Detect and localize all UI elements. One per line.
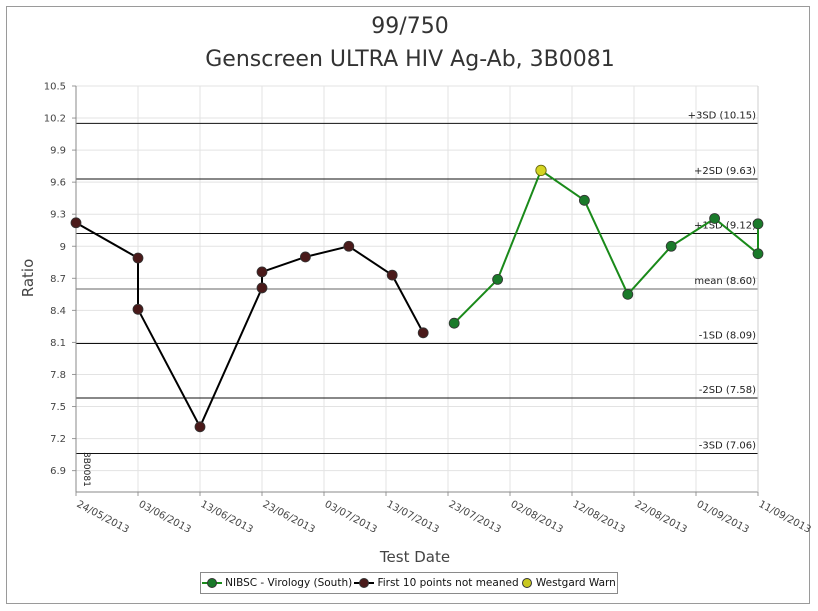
data-point <box>132 252 144 264</box>
lot-marker-label: 3B0081 <box>81 452 91 487</box>
x-tick-label: 23/06/2013 <box>261 499 317 536</box>
legend-marker-icon <box>521 577 533 589</box>
data-point <box>448 317 460 329</box>
control-lines: +3SD (10.15)+2SD (9.63)+1SD (9.12)mean (… <box>76 110 758 455</box>
control-line-label: +3SD (10.15) <box>688 110 756 121</box>
y-tick-label: 8.7 <box>50 274 66 285</box>
control-line-label: -3SD (7.06) <box>699 441 756 452</box>
data-point <box>665 240 677 252</box>
x-tick-label: 11/09/2013 <box>757 499 813 536</box>
x-tick-label: 02/08/2013 <box>509 499 565 536</box>
data-point <box>579 194 590 206</box>
series <box>70 164 764 433</box>
control-line-label: +2SD (9.63) <box>694 166 756 177</box>
y-tick-label: 8.1 <box>50 338 66 349</box>
legend-label: First 10 points not meaned <box>377 577 519 589</box>
legend-marker-icon <box>354 577 375 589</box>
y-tick-label: 8.4 <box>50 306 66 317</box>
data-point <box>417 327 429 339</box>
data-point <box>622 288 634 300</box>
y-tick-label: 7.5 <box>50 402 66 413</box>
legend-label: NIBSC - Virology (South) <box>225 577 353 589</box>
y-axis-title: Ratio <box>19 259 37 298</box>
data-point <box>386 269 398 281</box>
series-line-1 <box>453 168 759 324</box>
data-point <box>752 218 764 230</box>
data-point <box>709 213 720 224</box>
y-tick-label: 9.9 <box>50 146 66 157</box>
series-line-0 <box>75 221 425 430</box>
x-tick-label: 03/07/2013 <box>323 499 379 536</box>
legend-item: Westgard Warn <box>521 577 616 589</box>
legend: NIBSC - Virology (South) First 10 points … <box>200 572 618 594</box>
data-point <box>299 251 311 263</box>
legend-marker-icon <box>202 577 223 589</box>
x-tick-label: 12/08/2013 <box>571 499 627 536</box>
x-tick-label: 22/08/2013 <box>633 499 689 536</box>
x-tick-label: 23/07/2013 <box>447 499 503 536</box>
x-tick-label: 13/07/2013 <box>385 499 441 536</box>
legend-item: NIBSC - Virology (South) <box>202 577 352 589</box>
data-point <box>132 303 144 315</box>
y-tick-label: 7.2 <box>50 434 66 445</box>
data-point <box>752 248 764 260</box>
legend-item: First 10 points not meaned <box>354 577 519 589</box>
y-tick-label: 6.9 <box>50 466 66 477</box>
chart-subtitle: Genscreen ULTRA HIV Ag-Ab, 3B0081 <box>205 47 614 72</box>
x-axis-title: Test Date <box>379 548 450 566</box>
data-point <box>194 421 206 433</box>
chart-title: 99/750 <box>371 14 448 39</box>
x-tick-label: 13/06/2013 <box>199 499 255 536</box>
y-tick-label: 10.5 <box>44 82 66 93</box>
y-tick-label: 9 <box>60 242 66 253</box>
y-tick-label: 9.6 <box>50 178 66 189</box>
y-tick-label: 9.3 <box>50 210 66 221</box>
data-point <box>492 273 504 285</box>
control-line-label: mean (8.60) <box>694 276 756 287</box>
control-line-label: -2SD (7.58) <box>699 385 756 396</box>
x-tick-label: 03/06/2013 <box>137 499 193 536</box>
data-point <box>343 240 355 252</box>
data-point <box>256 266 268 278</box>
legend-label: Westgard Warn <box>535 577 616 589</box>
y-tick-label: 10.2 <box>44 114 66 125</box>
x-tick-label: 01/09/2013 <box>695 499 751 536</box>
y-tick-label: 7.8 <box>50 370 66 381</box>
data-point <box>70 217 82 229</box>
westgard-warn-point <box>535 164 547 177</box>
data-point <box>256 282 268 294</box>
x-tick-label: 24/05/2013 <box>75 499 131 536</box>
control-line-label: -1SD (8.09) <box>699 330 756 341</box>
